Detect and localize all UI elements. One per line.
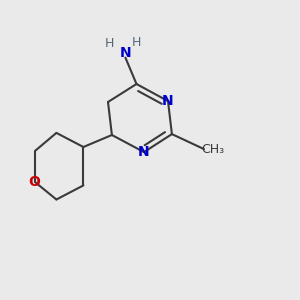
Text: H: H — [105, 37, 115, 50]
Text: O: O — [28, 176, 40, 189]
Text: N: N — [162, 94, 174, 108]
Text: H: H — [132, 36, 142, 49]
Text: CH₃: CH₃ — [201, 142, 224, 156]
Text: N: N — [120, 46, 131, 60]
Text: N: N — [138, 145, 150, 159]
